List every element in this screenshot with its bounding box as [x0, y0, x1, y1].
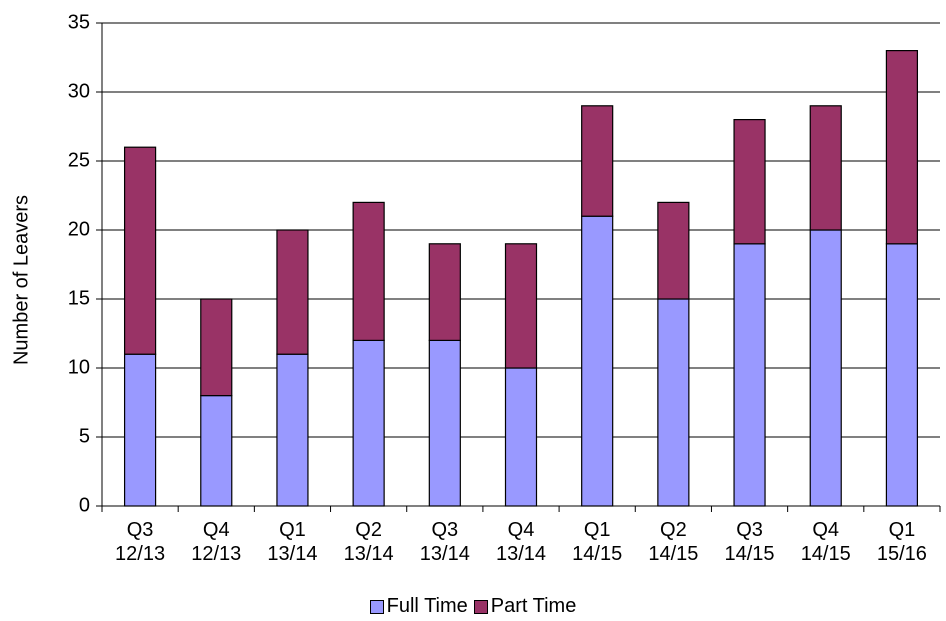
- x-tick-label: Q4 12/13: [191, 519, 242, 565]
- bar-segment: [123, 146, 157, 355]
- bar-segment: [428, 339, 461, 507]
- x-tick-label: Q3 13/14: [419, 519, 470, 565]
- y-axis-label: Number of Leavers: [10, 195, 32, 365]
- x-tick-label: Q1 13/14: [267, 519, 318, 565]
- bar-segment: [276, 353, 309, 507]
- x-tick-label: Q4 13/14: [495, 519, 547, 565]
- x-tick-label: Q4 14/15: [800, 519, 851, 565]
- bar-segment: [276, 229, 309, 355]
- legend-label: Full Time: [386, 595, 468, 617]
- legend-label: Part Time: [490, 595, 577, 617]
- x-tick-label: Q3 14/15: [724, 519, 775, 565]
- bar-segment: [809, 105, 842, 231]
- y-tick-label: 20: [68, 218, 90, 240]
- bar-segment: [657, 201, 690, 300]
- y-tick-label: 30: [68, 80, 90, 102]
- x-tick-label: Q3 12/13: [115, 519, 166, 565]
- bar-segment: [200, 298, 233, 397]
- y-tick-label: 10: [68, 356, 90, 378]
- x-tick-label: Q1 15/16: [876, 519, 927, 565]
- bar-segment: [733, 118, 766, 245]
- bar-segment: [352, 201, 385, 341]
- y-tick-label: 0: [79, 494, 90, 516]
- bar-segment: [581, 215, 614, 507]
- legend: Full Time Part Time: [0, 595, 946, 620]
- bar-segment: [352, 339, 385, 507]
- legend-swatch: [473, 599, 488, 614]
- bar-segment: [123, 353, 157, 507]
- y-tick-label: 15: [68, 287, 90, 309]
- bar-segment: [885, 49, 919, 245]
- legend-item: Full Time: [369, 595, 468, 618]
- bar-segment: [733, 243, 766, 507]
- bar-segment: [581, 105, 614, 217]
- bar-segment: [504, 367, 538, 507]
- bar-segment: [885, 243, 919, 507]
- bar-segment: [428, 243, 461, 342]
- y-tick-label: 5: [79, 425, 90, 447]
- y-tick-label: 25: [68, 149, 90, 171]
- y-tick-label: 35: [68, 11, 90, 33]
- x-tick-label: Q2 13/14: [343, 519, 394, 565]
- x-tick-label: Q2 14/15: [648, 519, 699, 565]
- bar-segment: [809, 229, 842, 507]
- bar-segment: [504, 243, 538, 369]
- bar-segment: [200, 395, 233, 507]
- legend-item: Part Time: [473, 595, 577, 618]
- bar-segment: [657, 298, 690, 507]
- legend-swatch: [369, 599, 384, 614]
- x-tick-label: Q1 14/15: [572, 519, 623, 565]
